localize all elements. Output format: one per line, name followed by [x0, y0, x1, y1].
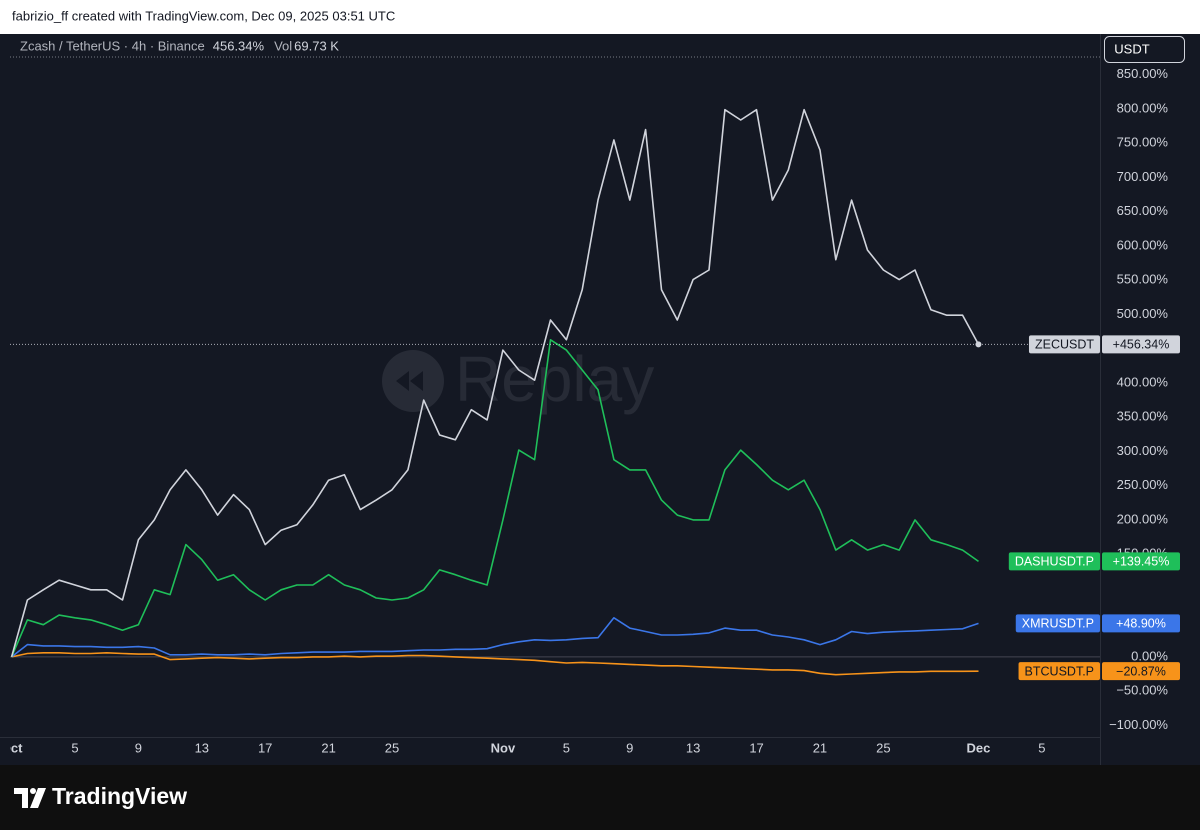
last-point [975, 341, 982, 348]
value-label: +139.45% [1113, 555, 1170, 569]
series-line [11, 652, 979, 676]
series-line [11, 617, 979, 658]
x-tick-label: Oct [1, 740, 23, 755]
y-tick-label: −100.00% [1109, 717, 1168, 732]
legend-change: 456.34% [213, 38, 265, 53]
x-tick-label: 25 [385, 740, 399, 755]
logo-glyph [30, 788, 36, 794]
y-tick-label: 800.00% [1117, 100, 1169, 115]
value-label: +48.90% [1116, 617, 1166, 631]
y-tick-label: 300.00% [1117, 443, 1169, 458]
x-axis: Oct 5 9 13 17 21 25 Nov 5 9 13 17 21 25 Dec 5 [1, 740, 1045, 755]
logo-glyph [30, 788, 46, 808]
series-name-label: XMRUSDT.P [1022, 617, 1094, 631]
x-tick-label: 25 [876, 740, 890, 755]
y-tick-label: −50.00% [1116, 683, 1168, 698]
value-label-box [1102, 335, 1180, 354]
legend-symbol: Zcash / TetherUS · 4h · Binance [20, 38, 205, 53]
value-label: −20.87% [1116, 664, 1166, 678]
legend-vol-label: Vol [274, 38, 292, 53]
x-tick-label: 17 [749, 740, 763, 755]
x-tick-label: 21 [321, 740, 335, 755]
logo-glyph [14, 788, 28, 808]
watermark: Replay [382, 343, 654, 415]
x-tick-label: 5 [563, 740, 570, 755]
series-name-box [1008, 552, 1100, 571]
y-tick-label: 0.00% [1131, 648, 1168, 663]
value-label-box [1102, 552, 1180, 571]
y-tick-label: 500.00% [1117, 306, 1169, 321]
series-name-box [1028, 335, 1100, 354]
watermark-icon-glyph [396, 371, 423, 391]
y-tick-label: 250.00% [1117, 477, 1169, 492]
y-tick-label: 600.00% [1117, 237, 1169, 252]
series-line [10, 339, 979, 658]
y-tick-label: 400.00% [1117, 374, 1169, 389]
series-line [10, 108, 980, 658]
x-tick-label: Nov [491, 740, 516, 755]
y-tick-label: 850.00% [1117, 66, 1169, 81]
top-bar [0, 0, 1200, 34]
series-name-label: ZECUSDT [1035, 338, 1094, 352]
series-name-label: DASHUSDT.P [1015, 555, 1094, 569]
y-tick-label: 550.00% [1117, 272, 1169, 287]
y-tick-label: 700.00% [1117, 169, 1169, 184]
y-tick-label: 750.00% [1117, 135, 1169, 150]
series-name-label: BTCUSDT.P [1025, 664, 1094, 678]
plot [10, 108, 980, 676]
brand-logo [14, 788, 46, 808]
y-tick-label: 200.00% [1117, 511, 1169, 526]
currency[interactable]: USDT [1114, 41, 1149, 56]
x-tick-label: Dec [967, 740, 991, 755]
x-tick-label: 13 [195, 740, 209, 755]
currency-box[interactable] [1104, 36, 1185, 63]
legend-vol: 69.73 K [294, 38, 339, 53]
x-tick-label: 17 [258, 740, 272, 755]
value-label-box [1102, 662, 1180, 681]
y-tick-label: 650.00% [1117, 203, 1169, 218]
x-tick-label: 5 [1038, 740, 1045, 755]
watermark-text: Replay [455, 343, 654, 415]
x-tick-label: 13 [686, 740, 700, 755]
value-label-box [1102, 614, 1180, 633]
x-tick-label: 21 [813, 740, 827, 755]
x-tick-label: 9 [626, 740, 633, 755]
x-tick-label: 5 [71, 740, 78, 755]
series-name-box [1015, 614, 1100, 633]
x-tick-label: 9 [135, 740, 142, 755]
brand: TradingView [52, 783, 187, 809]
attribution: fabrizio_ff created with TradingView.com… [12, 8, 395, 23]
footer [0, 765, 1200, 830]
y-tick-label: 350.00% [1117, 409, 1169, 424]
value-label: +456.34% [1113, 338, 1170, 352]
series-name-box [1018, 662, 1100, 681]
